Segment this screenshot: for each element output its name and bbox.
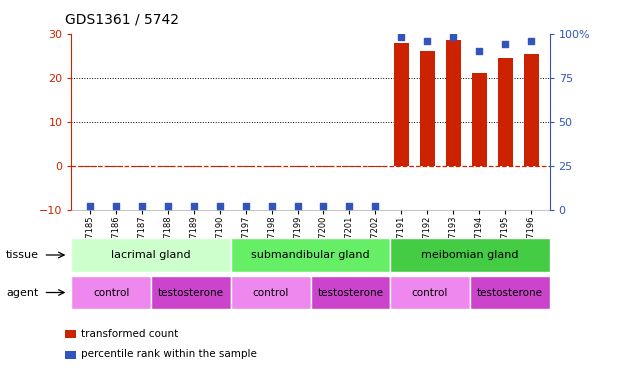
Text: testosterone: testosterone: [477, 288, 543, 297]
Text: submandibular gland: submandibular gland: [251, 250, 370, 260]
Point: [266, 204, 276, 210]
Bar: [231, 276, 310, 309]
Bar: [238, 166, 253, 167]
Bar: [71, 276, 151, 309]
Bar: [186, 166, 201, 167]
Bar: [108, 166, 124, 167]
Bar: [264, 166, 279, 167]
Point: [319, 204, 329, 210]
Point: [189, 204, 199, 210]
Bar: [290, 166, 306, 167]
Point: [215, 204, 225, 210]
Text: control: control: [253, 288, 289, 297]
Point: [84, 204, 94, 210]
Bar: [394, 43, 409, 166]
Point: [163, 204, 173, 210]
Text: GDS1361 / 5742: GDS1361 / 5742: [65, 12, 179, 26]
Bar: [134, 166, 150, 167]
Point: [474, 48, 484, 54]
Text: testosterone: testosterone: [317, 288, 383, 297]
Bar: [368, 166, 383, 167]
Text: control: control: [412, 288, 448, 297]
Bar: [470, 276, 550, 309]
Text: transformed count: transformed count: [81, 329, 178, 339]
Point: [111, 204, 120, 210]
Bar: [71, 238, 231, 272]
Point: [345, 204, 355, 210]
Text: meibomian gland: meibomian gland: [421, 250, 519, 260]
Bar: [65, 351, 76, 359]
Bar: [65, 330, 76, 338]
Bar: [471, 74, 487, 166]
Bar: [231, 238, 390, 272]
Text: testosterone: testosterone: [158, 288, 224, 297]
Point: [240, 204, 250, 210]
Bar: [390, 238, 550, 272]
Point: [422, 38, 432, 44]
Bar: [342, 166, 357, 167]
Point: [371, 204, 381, 210]
Bar: [82, 166, 97, 167]
Bar: [315, 166, 331, 167]
Bar: [212, 166, 227, 167]
Bar: [310, 276, 390, 309]
Text: tissue: tissue: [6, 250, 39, 260]
Bar: [390, 276, 470, 309]
Point: [137, 204, 147, 210]
Text: percentile rank within the sample: percentile rank within the sample: [81, 350, 256, 359]
Bar: [446, 40, 461, 166]
Point: [448, 34, 458, 40]
Point: [292, 204, 302, 210]
Point: [396, 34, 406, 40]
Bar: [524, 54, 539, 166]
Bar: [160, 166, 175, 167]
Text: lacrimal gland: lacrimal gland: [111, 250, 191, 260]
Bar: [420, 51, 435, 166]
Text: agent: agent: [6, 288, 39, 297]
Text: control: control: [93, 288, 129, 297]
Point: [527, 38, 537, 44]
Bar: [497, 58, 513, 166]
Bar: [151, 276, 231, 309]
Point: [501, 41, 510, 47]
